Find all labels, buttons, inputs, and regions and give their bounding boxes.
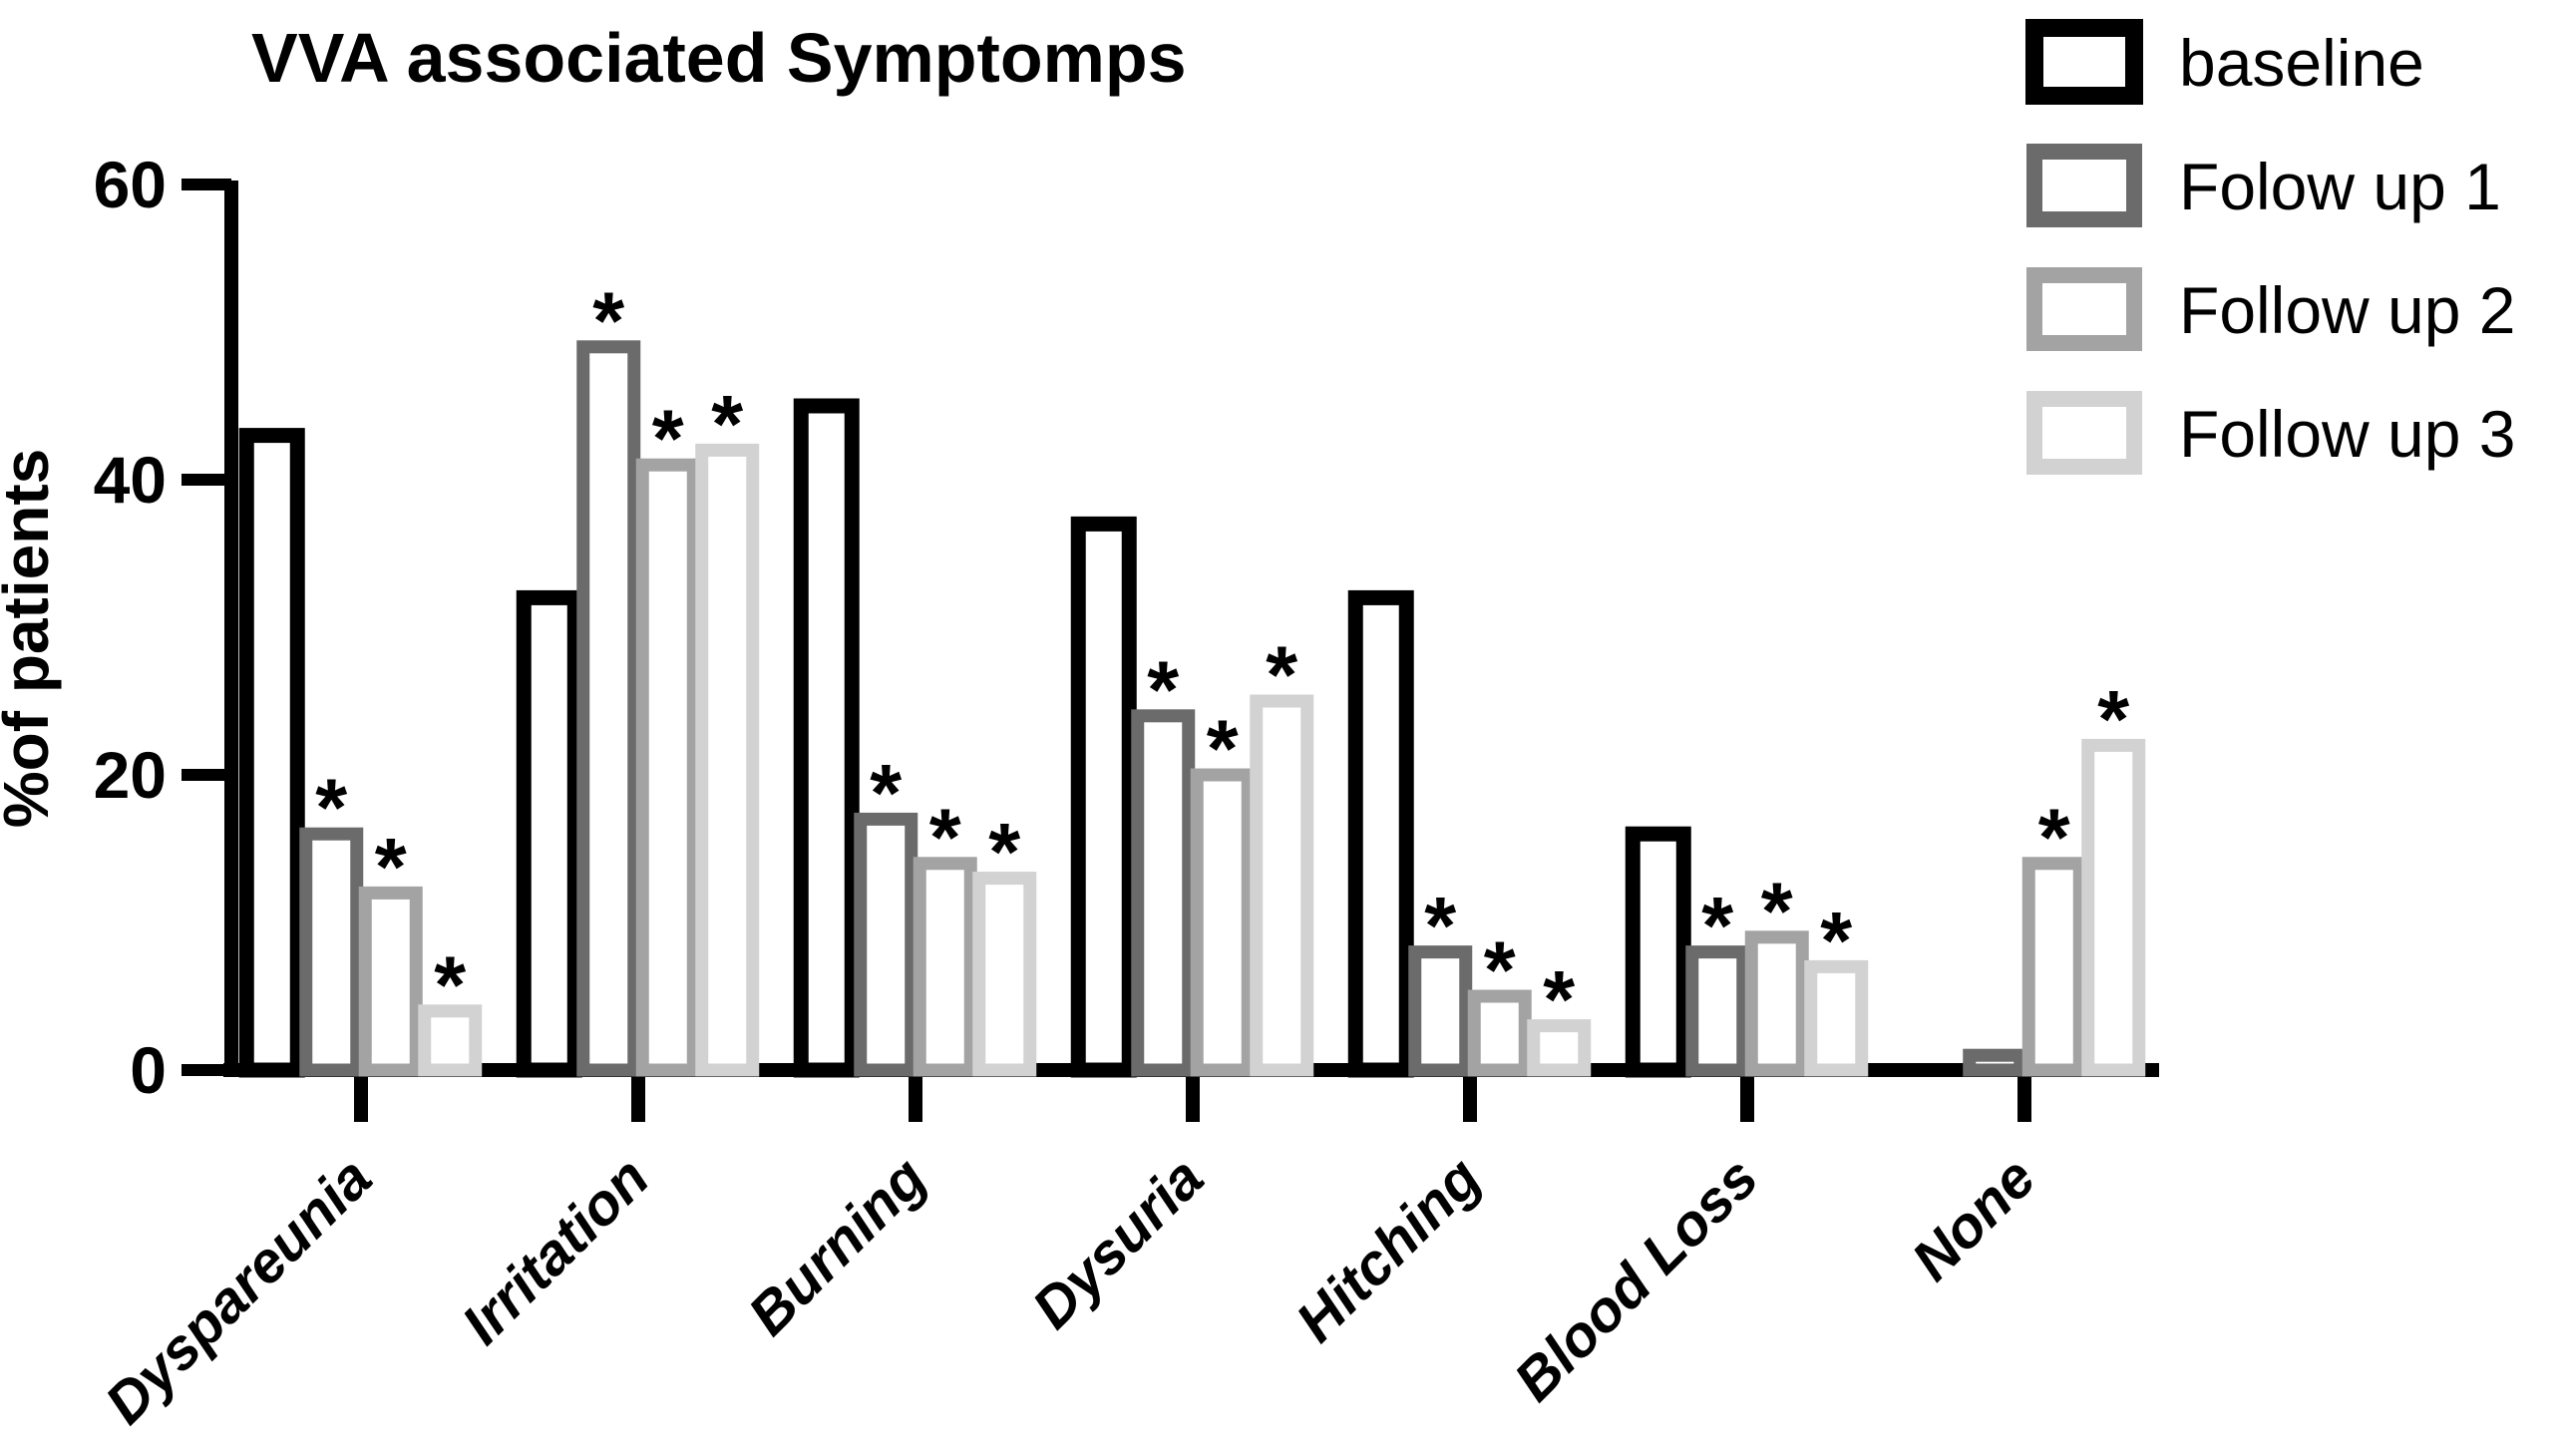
bar-folow-up-1-hitching	[1408, 945, 1473, 1077]
bar-baseline-dyspareunia	[238, 428, 305, 1078]
bar-folow-up-1-dyspareunia	[299, 827, 364, 1077]
significance-asterisk: *	[1147, 645, 1179, 736]
bar-follow-up-3-blood-loss	[1804, 959, 1869, 1077]
bar-baseline-dysuria	[1070, 516, 1137, 1078]
bar-follow-up-2-dysuria	[1190, 768, 1255, 1077]
y-tick-label: 60	[94, 148, 167, 221]
bar-follow-up-2-dyspareunia	[358, 886, 423, 1077]
bar-follow-up-3-hitching	[1527, 1019, 1592, 1077]
bar-folow-up-1-dysuria	[1131, 709, 1196, 1077]
significance-asterisk: *	[988, 808, 1020, 899]
significance-asterisk: *	[1543, 955, 1575, 1046]
y-axis-label: %of patients	[0, 449, 62, 828]
legend-swatch-baseline	[2025, 19, 2143, 105]
category-label-none: None	[1900, 1145, 2047, 1292]
significance-asterisk: *	[1761, 867, 1793, 957]
chart-title: VVA associated Symptomps	[251, 19, 1187, 97]
significance-asterisk: *	[315, 763, 347, 854]
category-label-hitching: Hitching	[1283, 1145, 1493, 1354]
significance-asterisk: *	[711, 379, 743, 470]
significance-asterisk: *	[375, 822, 407, 912]
significance-asterisk: *	[929, 793, 961, 884]
y-tick-label: 40	[94, 443, 167, 517]
bar-follow-up-2-none	[2021, 857, 2086, 1077]
significance-asterisk: *	[2097, 674, 2129, 765]
significance-asterisk: *	[1266, 630, 1297, 721]
legend-label-follow-up-3: Follow up 3	[2179, 397, 2516, 471]
category-label-irritation: Irritation	[450, 1145, 661, 1356]
bar-folow-up-1-irritation	[576, 340, 641, 1077]
bar-follow-up-3-dyspareunia	[418, 1004, 483, 1077]
significance-asterisk: *	[1820, 896, 1852, 986]
bar-follow-up-2-irritation	[635, 458, 700, 1077]
legend-swatch-follow-up-2	[2026, 267, 2142, 351]
bar-follow-up-3-irritation	[695, 443, 760, 1077]
bar-follow-up-2-hitching	[1467, 989, 1532, 1077]
significance-asterisk: *	[1701, 882, 1733, 972]
bar-follow-up-3-dysuria	[1250, 694, 1314, 1077]
legend-label-follow-up-2: Follow up 2	[2179, 273, 2516, 347]
category-label-burning: Burning	[736, 1145, 938, 1347]
significance-asterisk: *	[870, 748, 902, 839]
legend: baseline Folow up 1 Follow up 2 Follow up 3	[2025, 19, 2516, 475]
significance-asterisk: *	[434, 940, 466, 1031]
bar-follow-up-3-none	[2081, 738, 2146, 1077]
legend-swatch-follow-up-3	[2026, 391, 2142, 475]
legend-label-folow-up-1: Folow up 1	[2179, 150, 2501, 223]
category-label-dysuria: Dysuria	[1020, 1145, 1216, 1340]
bar-baseline-hitching	[1347, 589, 1414, 1078]
significance-asterisk: *	[1207, 704, 1239, 795]
bar-baseline-burning	[793, 398, 860, 1078]
category-label-blood-loss: Blood Loss	[1502, 1145, 1770, 1413]
significance-asterisk: *	[2038, 793, 2070, 884]
bar-follow-up-2-blood-loss	[1744, 930, 1809, 1077]
significance-asterisk: *	[1424, 882, 1456, 972]
bar-baseline-irritation	[516, 589, 582, 1078]
significance-asterisk: *	[652, 394, 684, 485]
bar-follow-up-3-burning	[972, 872, 1037, 1077]
bar-folow-up-1-none	[1963, 1048, 2027, 1077]
bar-folow-up-1-blood-loss	[1685, 945, 1750, 1077]
significance-asterisk: *	[1484, 925, 1516, 1016]
y-tick-label: 0	[130, 1033, 167, 1107]
bar-baseline-blood-loss	[1625, 826, 1691, 1078]
significance-asterisk: *	[592, 276, 624, 367]
bar-folow-up-1-burning	[854, 812, 918, 1077]
category-label-dyspareunia: Dyspareunia	[93, 1145, 384, 1436]
legend-label-baseline: baseline	[2179, 26, 2424, 100]
bar-follow-up-2-burning	[913, 857, 977, 1077]
legend-swatch-folow-up-1	[2026, 144, 2142, 227]
y-tick-label: 20	[94, 738, 167, 812]
